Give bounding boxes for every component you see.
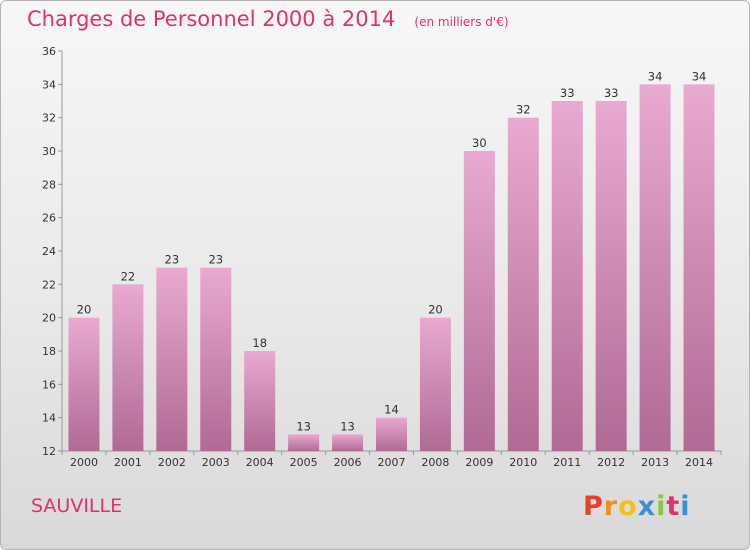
logo-letter: r — [603, 491, 619, 522]
x-tick-label: 2000 — [70, 456, 98, 469]
bar — [244, 351, 276, 451]
bar — [376, 417, 407, 451]
bar-value-label: 30 — [472, 136, 487, 150]
bar — [551, 101, 583, 451]
logo-letter: o — [618, 491, 638, 522]
bar-value-label: 20 — [428, 303, 443, 317]
bar — [68, 317, 100, 451]
bar-value-label: 14 — [384, 403, 399, 417]
y-tick-label: 30 — [42, 145, 56, 158]
x-tick-label: 2010 — [509, 456, 537, 469]
chart-subtitle: (en milliers d'€) — [414, 15, 509, 29]
x-tick-label: 2003 — [202, 456, 230, 469]
bar — [156, 267, 188, 451]
bar-value-label: 23 — [208, 253, 223, 267]
y-tick-label: 22 — [42, 278, 56, 291]
bar — [595, 101, 627, 451]
x-tick-label: 2002 — [158, 456, 186, 469]
x-tick-label: 2004 — [246, 456, 274, 469]
x-tick-label: 2007 — [378, 456, 406, 469]
x-tick-label: 2001 — [114, 456, 142, 469]
bar-value-label: 34 — [648, 69, 663, 83]
x-tick-label: 2006 — [334, 456, 362, 469]
y-tick-label: 32 — [42, 112, 56, 125]
bar-value-label: 13 — [340, 419, 355, 433]
bar-value-label: 18 — [252, 336, 267, 350]
bar-value-label: 32 — [516, 103, 531, 117]
bar — [507, 117, 539, 452]
logo-letter: i — [680, 491, 691, 522]
proxiti-logo: Proxiti — [583, 491, 691, 522]
y-tick-label: 26 — [42, 212, 56, 225]
bar-value-label: 22 — [121, 269, 136, 283]
x-tick-label: 2008 — [421, 456, 449, 469]
title-row: Charges de Personnel 2000 à 2014 (en mil… — [27, 7, 509, 31]
bar — [463, 151, 495, 451]
logo-letter: i — [656, 491, 667, 522]
bar — [112, 284, 144, 451]
x-tick-label: 2009 — [465, 456, 493, 469]
city-name: SAUVILLE — [31, 495, 123, 517]
bar — [419, 317, 451, 451]
bar-value-label: 23 — [165, 253, 180, 267]
y-tick-label: 28 — [42, 178, 56, 191]
bar-value-label: 33 — [560, 86, 575, 100]
bar-value-label: 34 — [692, 69, 707, 83]
y-tick-label: 12 — [42, 445, 56, 458]
logo-letter: P — [583, 491, 604, 522]
bar — [332, 434, 364, 451]
chart-title: Charges de Personnel 2000 à 2014 — [27, 7, 396, 31]
y-tick-label: 24 — [42, 245, 56, 258]
x-tick-label: 2014 — [685, 456, 713, 469]
bar — [288, 434, 320, 451]
bar — [683, 84, 715, 451]
logo-letter: x — [637, 491, 657, 522]
x-tick-label: 2005 — [290, 456, 318, 469]
bar-value-label: 13 — [296, 419, 311, 433]
x-tick-label: 2012 — [597, 456, 625, 469]
y-tick-label: 34 — [42, 78, 56, 91]
bar — [639, 84, 671, 451]
bar — [200, 267, 232, 451]
bar-value-label: 33 — [604, 86, 619, 100]
logo-letter: t — [666, 491, 681, 522]
y-tick-label: 16 — [42, 378, 56, 391]
y-tick-label: 18 — [42, 345, 56, 358]
bar-value-label: 20 — [77, 303, 92, 317]
x-tick-label: 2011 — [553, 456, 581, 469]
x-tick-label: 2013 — [641, 456, 669, 469]
y-tick-label: 36 — [42, 45, 56, 58]
y-tick-label: 14 — [42, 412, 56, 425]
y-tick-label: 20 — [42, 312, 56, 325]
